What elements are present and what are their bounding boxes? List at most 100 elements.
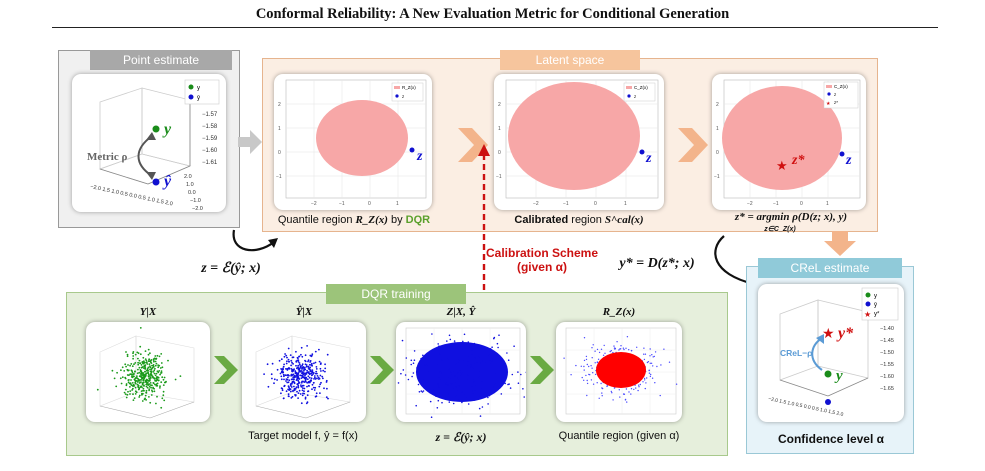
scatter-point bbox=[141, 382, 144, 385]
scatter-point bbox=[143, 373, 145, 376]
y-tick: −1 bbox=[714, 174, 720, 180]
scatter-point bbox=[300, 402, 303, 405]
scatter-point bbox=[454, 384, 457, 386]
scatter-point bbox=[276, 379, 278, 381]
scatter-point bbox=[290, 364, 292, 367]
scatter-point bbox=[319, 374, 322, 377]
scatter-point bbox=[459, 370, 462, 373]
scatter-point bbox=[157, 376, 160, 379]
scatter-point bbox=[142, 378, 145, 381]
scatter-point bbox=[311, 383, 314, 386]
scatter-point bbox=[146, 367, 149, 370]
scatter-point bbox=[280, 392, 282, 395]
scatter-point bbox=[315, 368, 318, 370]
calibrated-region-ellipse bbox=[508, 82, 640, 190]
scatter-point bbox=[142, 375, 144, 377]
x-tick: 0 bbox=[368, 201, 371, 207]
scatter-point bbox=[285, 354, 288, 357]
scatter-point bbox=[620, 345, 622, 347]
scatter-point bbox=[273, 378, 276, 381]
scatter-point bbox=[326, 353, 329, 356]
scatter-point bbox=[290, 368, 293, 370]
scatter-point bbox=[138, 396, 141, 398]
scatter-point bbox=[301, 363, 304, 366]
scatter-point bbox=[654, 351, 657, 353]
scatter-point bbox=[508, 383, 510, 385]
scatter-point bbox=[296, 390, 298, 393]
scatter-point bbox=[636, 346, 638, 348]
scatter-point bbox=[291, 390, 294, 392]
x-tick: −1 bbox=[773, 201, 779, 207]
scatter-point bbox=[300, 346, 303, 349]
scatter-point bbox=[467, 359, 470, 362]
scatter-point bbox=[162, 390, 165, 393]
scatter-point bbox=[590, 379, 593, 381]
scatter-point bbox=[480, 346, 482, 348]
scatter-point bbox=[125, 351, 127, 353]
scatter-point bbox=[461, 348, 464, 350]
scatter-point bbox=[290, 374, 292, 377]
scatter-point bbox=[297, 384, 300, 387]
scatter-point bbox=[316, 372, 318, 375]
scatter-point bbox=[302, 373, 305, 376]
scatter-point bbox=[145, 391, 147, 394]
scatter-point bbox=[417, 383, 420, 386]
scatter-point bbox=[472, 392, 474, 394]
scatter-point bbox=[440, 394, 443, 397]
scatter-point bbox=[125, 365, 127, 368]
scatter-point bbox=[135, 391, 138, 394]
scatter-point bbox=[283, 355, 286, 358]
scatter-point bbox=[410, 359, 413, 362]
label-yhat: ŷ bbox=[162, 173, 172, 190]
scatter-point bbox=[413, 359, 416, 361]
scatter-point bbox=[438, 376, 440, 378]
scatter-point bbox=[503, 369, 505, 371]
calibration-dashed-arrow bbox=[478, 144, 616, 308]
scatter-point bbox=[296, 359, 299, 362]
scatter-point bbox=[411, 375, 413, 378]
y-tick: 1 bbox=[716, 126, 719, 132]
scatter-point bbox=[434, 369, 437, 371]
scatter-point bbox=[401, 339, 404, 342]
scatter-point bbox=[151, 384, 153, 387]
argmin-caption: z* = argmin ρ(D(z; x), y) bbox=[706, 211, 876, 223]
scatter-point bbox=[453, 340, 456, 342]
scatter-point bbox=[152, 382, 155, 385]
scatter-point bbox=[287, 358, 290, 361]
scatter-point bbox=[285, 362, 288, 365]
scatter-point bbox=[493, 336, 496, 339]
scatter-point bbox=[454, 396, 456, 399]
scatter-point bbox=[418, 391, 421, 393]
scatter-point bbox=[464, 396, 467, 399]
scatter-point bbox=[466, 364, 468, 367]
scatter-point bbox=[436, 386, 439, 389]
scatter-point bbox=[448, 393, 450, 395]
y-tick: 2 bbox=[498, 102, 501, 108]
scatter-point bbox=[140, 379, 143, 381]
scatter-point bbox=[288, 360, 290, 363]
scatter-point bbox=[638, 384, 640, 386]
point-yhat bbox=[152, 178, 160, 186]
scatter-point bbox=[651, 377, 654, 379]
scatter-point bbox=[643, 347, 645, 349]
scatter-point bbox=[144, 370, 146, 373]
scatter-point bbox=[301, 389, 304, 392]
scatter-point bbox=[511, 373, 514, 376]
calibration-line2: (given α) bbox=[516, 260, 568, 274]
scatter-point bbox=[286, 381, 289, 384]
scatter-point bbox=[449, 352, 452, 355]
scatter-point bbox=[413, 350, 416, 352]
point-yhat bbox=[825, 399, 831, 405]
scatter-point bbox=[283, 375, 285, 378]
scatter-point bbox=[452, 360, 455, 363]
scatter-point bbox=[412, 372, 415, 374]
scatter-point bbox=[283, 378, 285, 381]
scatter-point bbox=[310, 364, 313, 366]
scatter-point bbox=[301, 367, 303, 370]
scatter-point bbox=[148, 383, 151, 385]
scatter-point bbox=[119, 377, 122, 380]
legend-yhat-label: ŷ bbox=[874, 303, 877, 309]
scatter-point bbox=[484, 391, 487, 393]
scatter-point bbox=[586, 379, 588, 382]
scatter-point bbox=[492, 386, 495, 388]
